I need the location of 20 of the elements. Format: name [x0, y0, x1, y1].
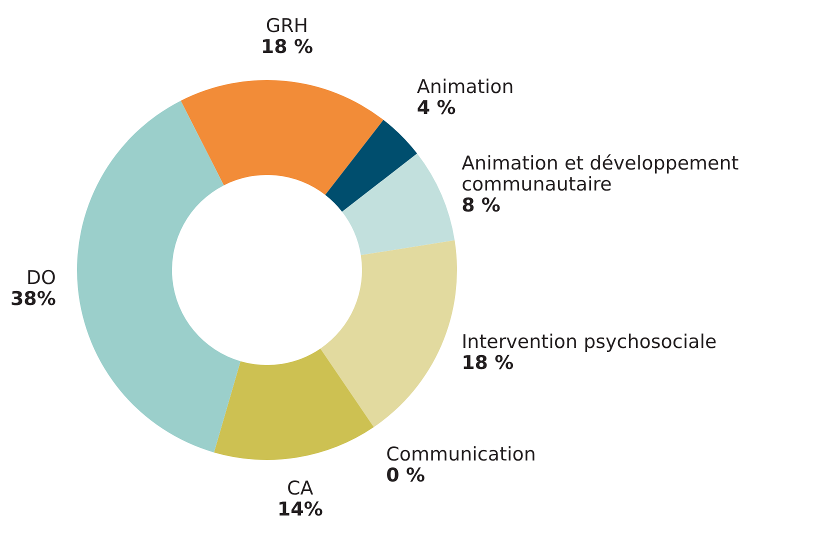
- donut-slice: [77, 100, 240, 452]
- category-label: Communication: [386, 443, 536, 466]
- donut-slice: [214, 348, 374, 460]
- text: 0 %: [386, 464, 426, 486]
- slice-label: Animation: [416, 76, 514, 98]
- slice-label: Intervention psychosociale: [462, 331, 717, 354]
- donut-slice: [180, 80, 384, 195]
- data-label: 8 %: [462, 194, 500, 216]
- donut-slice: [325, 120, 418, 212]
- data-label: 38%: [10, 288, 56, 310]
- slice-label: GRH: [266, 14, 308, 37]
- slice-label: CA: [287, 477, 314, 500]
- data-label: 18 %: [260, 36, 313, 58]
- data-label: 14%: [277, 498, 323, 520]
- slice-label: Animation et développement communautaire: [462, 152, 739, 196]
- donut-slice: [342, 154, 455, 256]
- data-label: 18 %: [462, 352, 514, 374]
- slice-label: DO: [26, 266, 56, 289]
- data-label: 4 %: [416, 97, 456, 120]
- donut-slice: [320, 240, 457, 428]
